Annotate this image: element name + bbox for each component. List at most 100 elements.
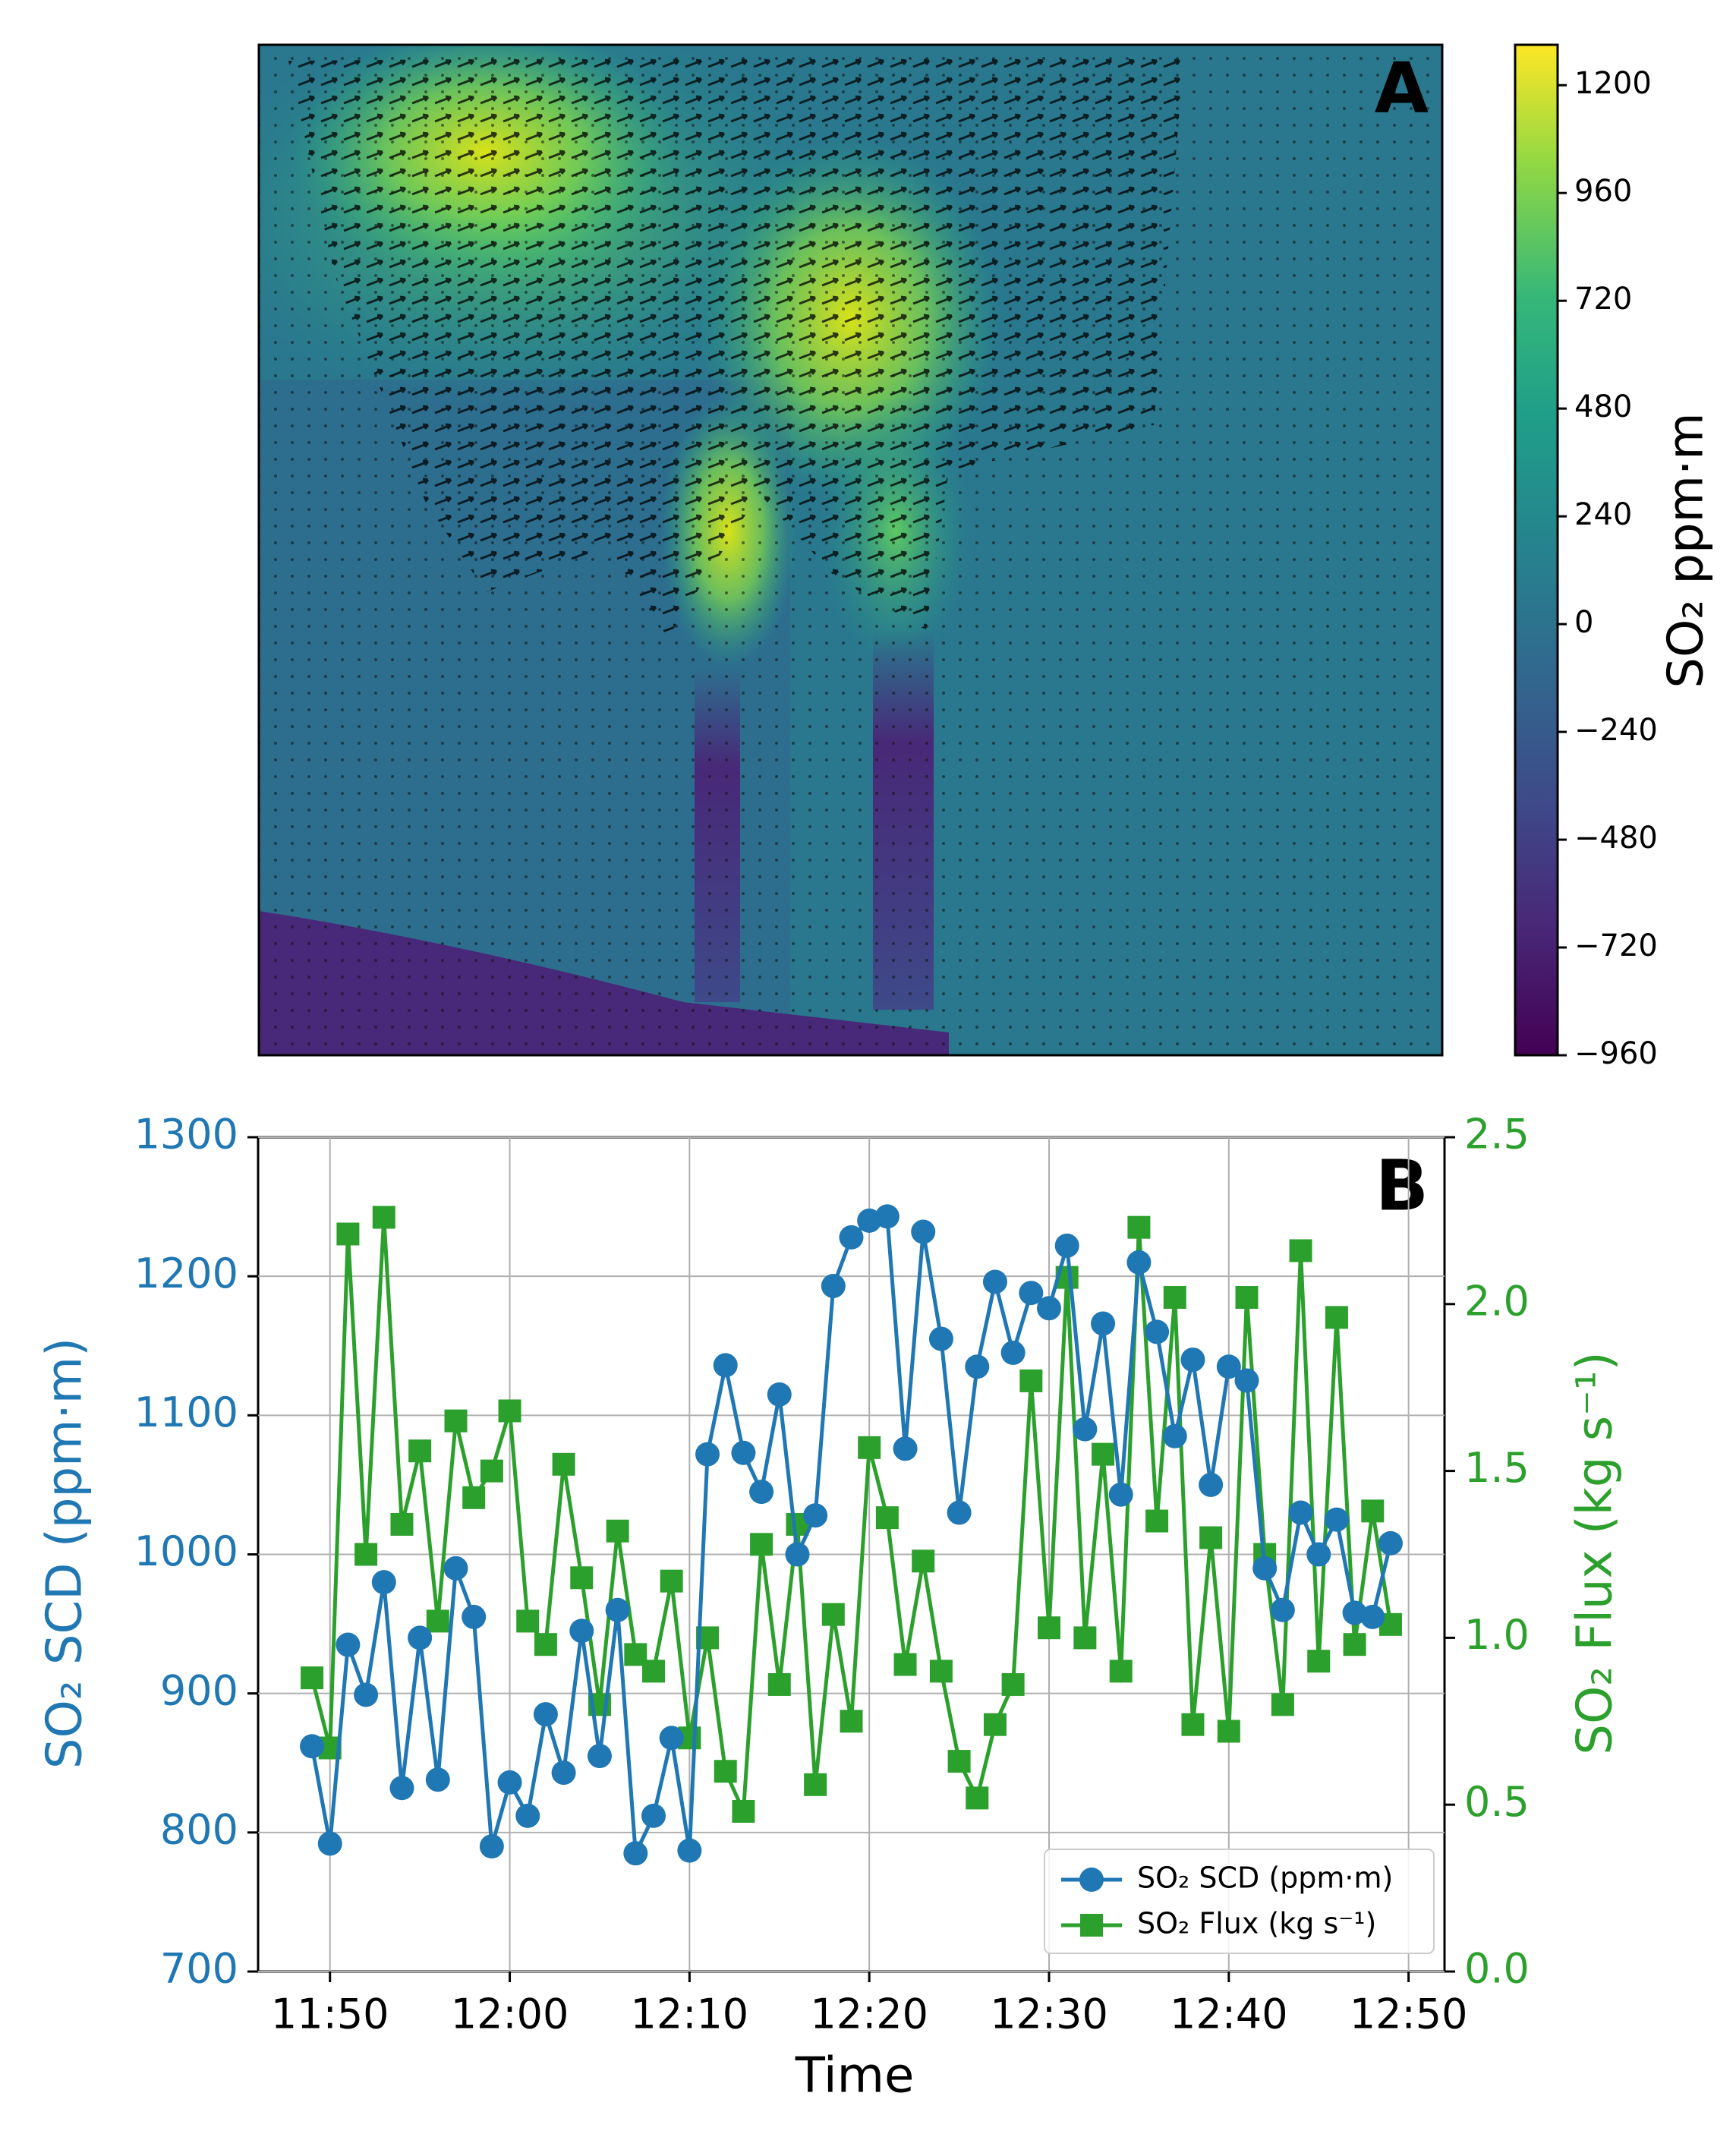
marker — [840, 1710, 863, 1733]
y-tick-label: 800 — [160, 1805, 238, 1853]
plot-frame — [257, 43, 1444, 1057]
marker — [587, 1744, 612, 1769]
colorbar-tick-label: 960 — [1574, 174, 1632, 209]
marker — [1180, 1348, 1205, 1373]
legend-box — [1044, 1849, 1435, 1954]
marker — [660, 1569, 683, 1593]
marker — [1235, 1286, 1259, 1310]
marker — [443, 1556, 468, 1581]
colorbar — [1514, 43, 1559, 1057]
x-tick-label: 12:30 — [990, 1991, 1108, 2038]
marker — [1289, 1239, 1312, 1262]
legend-label: SO₂ Flux (kg s⁻¹) — [1137, 1907, 1376, 1940]
marker — [821, 1273, 846, 1298]
marker — [336, 1222, 360, 1246]
marker — [767, 1382, 792, 1407]
panel-label: B — [1375, 1145, 1429, 1226]
marker — [893, 1653, 917, 1676]
marker — [1019, 1369, 1043, 1392]
marker — [1145, 1509, 1169, 1533]
marker — [912, 1549, 935, 1573]
marker — [389, 1776, 414, 1801]
marker — [515, 1803, 540, 1828]
colorbar-tick-label: 240 — [1574, 497, 1632, 532]
marker — [1037, 1296, 1061, 1321]
marker — [947, 1750, 971, 1773]
marker — [516, 1609, 540, 1633]
marker — [1234, 1368, 1259, 1393]
marker — [1216, 1354, 1241, 1379]
y-tick-label: 1200 — [134, 1250, 238, 1297]
marker — [1163, 1286, 1186, 1310]
x-tick-label: 11:50 — [271, 1991, 389, 2038]
marker — [336, 1632, 361, 1657]
marker — [533, 1702, 558, 1727]
x-tick-label: 12:00 — [451, 1991, 569, 2038]
marker — [659, 1726, 684, 1751]
marker — [1000, 1340, 1026, 1365]
marker — [480, 1459, 503, 1483]
marker — [390, 1512, 414, 1536]
marker — [1073, 1626, 1097, 1650]
marker — [982, 1269, 1007, 1294]
marker — [534, 1633, 557, 1656]
marker — [623, 1841, 648, 1866]
marker — [929, 1660, 953, 1683]
marker — [408, 1625, 433, 1650]
marker — [1109, 1660, 1133, 1683]
marker — [695, 1442, 720, 1467]
marker — [965, 1354, 990, 1379]
marker — [552, 1452, 575, 1476]
marker — [1360, 1604, 1385, 1629]
marker — [1019, 1281, 1044, 1306]
marker — [1091, 1311, 1116, 1336]
marker — [317, 1831, 342, 1856]
legend-marker — [1079, 1868, 1104, 1892]
marker — [839, 1225, 864, 1250]
grid — [258, 1136, 1445, 1972]
marker — [498, 1399, 521, 1423]
panel-label: A — [1375, 47, 1429, 128]
marker — [1199, 1526, 1223, 1549]
marker — [1073, 1417, 1098, 1442]
marker — [426, 1609, 449, 1633]
marker — [497, 1770, 522, 1795]
marker — [1361, 1499, 1385, 1523]
marker — [354, 1682, 379, 1707]
legend-marker — [1080, 1914, 1103, 1937]
marker — [1270, 1597, 1295, 1622]
marker — [983, 1713, 1007, 1736]
marker — [749, 1480, 774, 1505]
colorbar-tick-label: 0 — [1574, 605, 1593, 640]
marker — [371, 1570, 396, 1595]
y2-tick-label: 1.0 — [1464, 1611, 1530, 1659]
y2-tick-label: 0.0 — [1464, 1945, 1530, 1993]
marker — [551, 1760, 576, 1786]
marker — [569, 1619, 594, 1644]
marker — [462, 1486, 486, 1509]
marker — [1343, 1633, 1366, 1656]
marker — [804, 1773, 827, 1796]
marker — [301, 1666, 324, 1690]
colorbar-tick-label: −480 — [1574, 821, 1658, 856]
legend-label: SO₂ SCD (ppm·m) — [1137, 1861, 1393, 1895]
x-axis-label: Time — [795, 2048, 915, 2104]
marker — [1325, 1306, 1348, 1329]
marker — [875, 1506, 899, 1530]
marker — [641, 1803, 666, 1828]
marker — [1092, 1442, 1115, 1466]
marker — [605, 1597, 630, 1622]
marker — [1324, 1507, 1349, 1532]
marker — [893, 1436, 918, 1461]
marker — [767, 1672, 791, 1696]
marker — [1199, 1472, 1224, 1497]
marker — [1217, 1719, 1240, 1743]
marker — [408, 1439, 432, 1463]
marker — [372, 1206, 395, 1229]
marker — [444, 1409, 468, 1433]
x-tick-label: 12:20 — [810, 1991, 928, 2038]
marker — [1252, 1556, 1278, 1581]
marker — [1162, 1423, 1187, 1448]
x-tick-label: 12:40 — [1170, 1991, 1288, 2038]
